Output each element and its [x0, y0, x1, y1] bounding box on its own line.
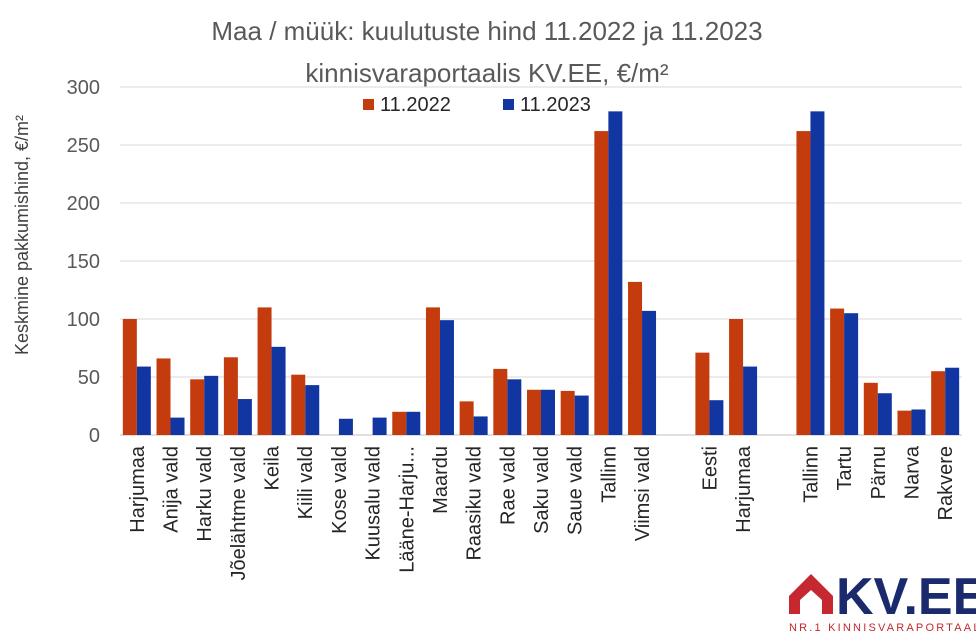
- bar-11.2023-11: [507, 379, 522, 435]
- legend-swatch-2022: [363, 99, 374, 110]
- legend: 11.2022 11.2023: [363, 94, 591, 116]
- x-tick-label: Rakvere: [935, 446, 957, 520]
- y-tick-label: 150: [67, 251, 100, 273]
- bar-11.2023-9: [439, 320, 454, 435]
- y-tick-label: 100: [67, 309, 100, 331]
- bar-11.2022-21: [830, 308, 845, 435]
- x-tick-label: Maardu: [430, 446, 452, 514]
- x-tick-label: Pärnu: [868, 446, 890, 499]
- bar-11.2022-22: [863, 382, 878, 435]
- bar-11.2022-4: [257, 307, 272, 435]
- bar-11.2022-8: [392, 411, 407, 435]
- x-tick-label: Harjumaa: [127, 445, 149, 533]
- bar-11.2023-14: [608, 111, 623, 436]
- logo-subtitle: NR.1 KINNISVARAPORTAAL: [789, 622, 976, 634]
- x-tick-label: Rae vald: [497, 446, 519, 525]
- x-tick-label: Raasiku vald: [464, 446, 486, 561]
- x-tick-label: Saku vald: [531, 446, 553, 534]
- bar-11.2022-3: [223, 357, 238, 435]
- bar-11.2023-24: [945, 367, 960, 435]
- y-axis-label: Keskmine pakkumishind, €/m²: [12, 115, 32, 355]
- x-tick-label: Kuusalu vald: [363, 446, 385, 561]
- bar-11.2023-4: [271, 346, 286, 435]
- x-tick-label: Kiili vald: [295, 446, 317, 519]
- bar-11.2022-5: [291, 374, 306, 435]
- bar-11.2022-15: [628, 281, 643, 435]
- bar-11.2022-20: [796, 131, 811, 435]
- bar-11.2023-1: [170, 417, 185, 435]
- bar-11.2023-15: [642, 310, 657, 435]
- bar-11.2023-12: [541, 389, 555, 435]
- bar-11.2022-18: [729, 319, 744, 435]
- legend-label-2022: 11.2022: [380, 94, 451, 116]
- x-tick-label: Narva: [901, 445, 923, 499]
- house-icon: [789, 574, 833, 614]
- x-tick-label: Saue vald: [565, 446, 587, 535]
- x-tick-label: Tallinn: [800, 446, 822, 503]
- bar-11.2023-13: [574, 395, 589, 435]
- bar-11.2023-17: [709, 400, 724, 435]
- bar-11.2023-7: [372, 417, 387, 435]
- bar-11.2023-5: [305, 385, 320, 435]
- chart-title: Maa / müük: kuulutuste hind 11.2022 ja 1…: [211, 16, 762, 46]
- bar-11.2022-0: [122, 319, 137, 435]
- bar-11.2023-8: [406, 411, 421, 435]
- x-tick-label: Viimsi vald: [632, 446, 654, 541]
- bar-11.2023-21: [844, 313, 859, 435]
- y-tick-label: 200: [67, 193, 100, 215]
- bar-11.2022-1: [156, 358, 171, 435]
- x-tick-label: Harku vald: [194, 446, 216, 542]
- bar-11.2022-11: [493, 368, 508, 435]
- x-tick-label: Anija vald: [161, 446, 183, 533]
- bar-11.2022-2: [190, 379, 205, 435]
- bar-11.2022-13: [560, 390, 575, 435]
- x-tick-label: Jõelähtme vald: [228, 446, 250, 581]
- legend-label-2023: 11.2023: [520, 94, 591, 116]
- bar-11.2022-12: [527, 389, 541, 435]
- x-tick-labels: Harjumaa Anija vald Harku vald Jõelähtme va…: [127, 445, 957, 580]
- bar-11.2023-18: [743, 366, 758, 435]
- bar-11.2023-3: [237, 399, 252, 435]
- x-tick-label: Harjumaa: [733, 445, 755, 533]
- x-tick-label: Keila: [262, 445, 284, 490]
- y-tick-label: 300: [67, 77, 100, 99]
- kv-ee-logo: KV.EE NR.1 KINNISVARAPORTAAL: [789, 568, 976, 634]
- x-tick-label: Kose vald: [329, 446, 351, 534]
- x-tick-label: Lääne-Harju...: [396, 446, 418, 573]
- bar-11.2022-17: [695, 352, 710, 435]
- bar-11.2023-6: [338, 418, 353, 435]
- bar-11.2023-23: [911, 409, 926, 435]
- x-tick-label: Tartu: [834, 446, 856, 490]
- bar-11.2022-24: [931, 371, 946, 435]
- legend-swatch-2023: [503, 99, 514, 110]
- logo-text: KV.EE: [836, 568, 976, 626]
- bar-11.2022-9: [425, 307, 440, 435]
- bar-11.2023-10: [473, 416, 488, 435]
- y-tick-labels: 0 50 100 150 200 250 300: [67, 77, 100, 447]
- bar-11.2022-10: [459, 401, 474, 435]
- x-tick-label: Eesti: [699, 446, 721, 490]
- bars: [122, 111, 960, 436]
- bar-11.2023-22: [877, 393, 892, 435]
- y-tick-label: 50: [78, 367, 100, 389]
- bar-11.2023-20: [810, 111, 825, 436]
- chart-subtitle: kinnisvaraportaalis KV.EE, €/m²: [305, 58, 669, 88]
- bar-11.2022-23: [897, 410, 912, 435]
- bar-11.2023-0: [136, 366, 151, 435]
- y-tick-label: 250: [67, 135, 100, 157]
- y-tick-label: 0: [89, 425, 100, 447]
- bar-11.2022-14: [594, 131, 609, 435]
- x-tick-label: Tallinn: [598, 446, 620, 503]
- bar-11.2023-2: [204, 375, 219, 435]
